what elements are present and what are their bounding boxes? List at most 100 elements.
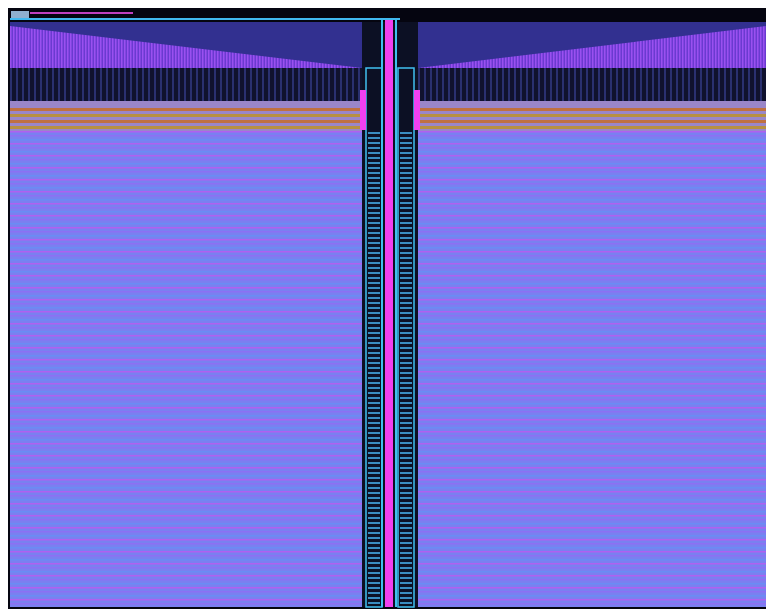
vertical-strap (640, 22, 642, 68)
ladder-rung (400, 567, 412, 569)
dark-strap (598, 68, 600, 101)
ladder-rung (400, 587, 412, 589)
dark-strap (520, 68, 522, 101)
ladder-rung (400, 497, 412, 499)
vertical-strap (106, 22, 108, 68)
dark-strap (76, 68, 78, 101)
vertical-strap (664, 22, 666, 68)
dark-strap (238, 68, 240, 101)
vertical-strap (706, 22, 708, 68)
ladder-rung (368, 547, 380, 549)
vertical-strap (52, 22, 54, 68)
vertical-strap (157, 22, 159, 68)
vertical-strap (88, 22, 90, 68)
dark-strap (208, 68, 210, 101)
vertical-strap (151, 22, 153, 68)
ladder-rung (400, 522, 412, 524)
ladder-rung (400, 392, 412, 394)
ladder-rung (400, 537, 412, 539)
ladder-rung (368, 457, 380, 459)
dark-strap (466, 68, 468, 101)
ladder-rung (400, 287, 412, 289)
center-spine (385, 20, 393, 607)
ladder-rung (368, 147, 380, 149)
vertical-strap (739, 22, 741, 68)
dark-strap (358, 68, 360, 101)
ladder-rung (368, 532, 380, 534)
vertical-strap (661, 22, 663, 68)
ladder-rung (368, 582, 380, 584)
vertical-strap (139, 22, 141, 68)
vertical-strap (727, 22, 729, 68)
vertical-strap (163, 22, 165, 68)
ladder-rung (400, 187, 412, 189)
ladder-rung (368, 437, 380, 439)
dark-strap (688, 68, 690, 101)
ladder-rung (400, 167, 412, 169)
dark-strap (160, 68, 162, 101)
dark-strap (424, 68, 426, 101)
ladder-rung (368, 537, 380, 539)
dark-strap (70, 68, 72, 101)
ladder-rung (368, 257, 380, 259)
ladder-rung (368, 172, 380, 174)
ladder-rung (400, 232, 412, 234)
ladder-rung (368, 162, 380, 164)
ladder-rung (400, 397, 412, 399)
ladder-rung (400, 437, 412, 439)
ladder-rung (400, 192, 412, 194)
vertical-strap (127, 22, 129, 68)
vertical-strap (703, 22, 705, 68)
ladder-rung (368, 472, 380, 474)
ladder-rung (368, 237, 380, 239)
column-cap (414, 90, 420, 130)
vertical-strap (76, 22, 78, 68)
dark-strap (304, 68, 306, 101)
vertical-strap (85, 22, 87, 68)
dark-strap (220, 68, 222, 101)
dark-strap (202, 68, 204, 101)
vertical-strap (643, 22, 645, 68)
dark-strap (118, 68, 120, 101)
ladder-rung (368, 502, 380, 504)
vertical-strap (64, 22, 66, 68)
vertical-strap (55, 22, 57, 68)
ladder-rung (400, 502, 412, 504)
dark-strap (22, 68, 24, 101)
ladder-rung (400, 262, 412, 264)
dark-strap (712, 68, 714, 101)
dark-strap (418, 68, 420, 101)
ladder-rung (400, 212, 412, 214)
dark-strap (496, 68, 498, 101)
dark-strap (472, 68, 474, 101)
dark-strap (40, 68, 42, 101)
ladder-rung (368, 512, 380, 514)
vertical-strap (745, 22, 747, 68)
decoder-row (418, 114, 766, 117)
vertical-strap (97, 22, 99, 68)
vertical-strap (166, 22, 168, 68)
ladder-rung (400, 442, 412, 444)
ladder-rung (368, 427, 380, 429)
vertical-strap (763, 22, 765, 68)
ladder-rung (400, 342, 412, 344)
vertical-strap (82, 22, 84, 68)
ladder-rung (400, 242, 412, 244)
ladder-rung (400, 487, 412, 489)
ladder-rung (368, 517, 380, 519)
ladder-rung (400, 172, 412, 174)
vertical-strap (16, 22, 18, 68)
ladder-rung (400, 517, 412, 519)
dark-strap (622, 68, 624, 101)
vertical-strap (634, 22, 636, 68)
dark-strap (526, 68, 528, 101)
vertical-strap (649, 22, 651, 68)
vertical-strap (754, 22, 756, 68)
ladder-rung (400, 162, 412, 164)
ladder-rung (368, 302, 380, 304)
vertical-strap (730, 22, 732, 68)
ladder-rung (400, 492, 412, 494)
ladder-rung (400, 547, 412, 549)
ladder-rung (400, 352, 412, 354)
dark-strap (706, 68, 708, 101)
